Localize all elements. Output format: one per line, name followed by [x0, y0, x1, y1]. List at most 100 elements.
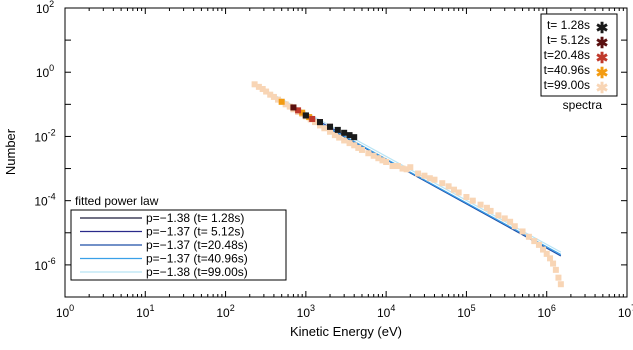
- data-point: [547, 255, 554, 262]
- x-tick-label: 101: [136, 303, 154, 320]
- spectra-legend: spectra t= 1.28s ✱ t= 5.12s ✱ t=20.48s ✱ t=40.…: [540, 13, 618, 112]
- data-point: [407, 164, 414, 171]
- data-point: [383, 159, 390, 166]
- data-point: [535, 241, 542, 248]
- data-point: [550, 260, 557, 267]
- spectra-legend-title: spectra: [563, 98, 603, 112]
- data-point: [351, 142, 358, 149]
- x-axis-label: Kinetic Energy (eV): [290, 324, 402, 339]
- x-tick-label: 103: [297, 303, 315, 320]
- data-point: [351, 134, 358, 141]
- data-point: [299, 109, 306, 116]
- fit-legend-label: p=−1.37 (t= 5.12s): [146, 225, 244, 239]
- data-point: [415, 170, 422, 177]
- data-point: [469, 197, 476, 204]
- data-point: [286, 103, 293, 110]
- data-point: [251, 81, 258, 88]
- data-point: [525, 233, 532, 240]
- data-point: [321, 125, 328, 132]
- data-point: [375, 155, 382, 162]
- data-point: [275, 96, 282, 103]
- data-point: [370, 152, 377, 159]
- data-point: [270, 93, 277, 100]
- data-point: [346, 140, 353, 147]
- data-point: [379, 157, 386, 164]
- fit-legend-label: p=−1.37 (t=40.96s): [146, 252, 248, 266]
- spectra-legend-label: t= 5.12s: [547, 33, 590, 47]
- star-marker-icon: ✱: [596, 20, 609, 37]
- data-point: [455, 189, 462, 196]
- data-point: [365, 150, 372, 157]
- data-point: [346, 132, 353, 139]
- data-point: [463, 194, 470, 201]
- data-point: [336, 134, 343, 141]
- fit-legend-label: p=−1.38 (t= 1.28s): [146, 211, 244, 225]
- y-tick-labels: 102 100 10-2 10-4 10-6: [34, 0, 55, 273]
- data-point: [316, 122, 323, 129]
- y-tick-label: 102: [36, 0, 54, 16]
- spectra-legend-label: t=20.48s: [544, 48, 590, 62]
- star-marker-icon: ✱: [596, 65, 609, 82]
- data-point: [439, 180, 446, 187]
- data-point: [278, 98, 285, 105]
- x-tick-label: 104: [377, 303, 395, 320]
- x-tick-label: 102: [216, 303, 234, 320]
- data-point: [483, 204, 490, 211]
- data-point: [331, 132, 338, 139]
- x-tick-label: 100: [56, 303, 74, 320]
- data-point: [255, 83, 262, 90]
- spectra-legend-label: t=99.00s: [544, 78, 590, 92]
- fit-legend-title: fitted power law: [75, 194, 159, 208]
- plot-frame: [64, 7, 628, 298]
- data-point: [426, 175, 433, 182]
- data-point: [341, 137, 348, 144]
- data-point: [389, 163, 396, 170]
- data-point: [267, 91, 274, 98]
- data-point: [263, 88, 270, 95]
- data-point: [306, 114, 313, 121]
- data-point: [543, 250, 550, 257]
- data-point: [501, 215, 508, 222]
- data-point: [450, 186, 457, 193]
- fit-legend: fitted power law p=−1.38 (t= 1.28s)p=−1.…: [70, 194, 287, 281]
- star-marker-icon: ✱: [596, 35, 609, 52]
- data-point: [295, 107, 302, 114]
- data-point: [341, 129, 348, 136]
- x-tick-label: 107: [618, 303, 633, 320]
- x-tick-label: 106: [538, 303, 556, 320]
- data-point: [540, 246, 547, 253]
- data-point: [531, 238, 538, 245]
- data-point: [431, 176, 438, 183]
- data-point: [394, 163, 401, 170]
- data-point: [511, 223, 518, 230]
- fit-legend-label: p=−1.38 (t=99.00s): [146, 265, 248, 279]
- x-tick-label: 105: [457, 303, 475, 320]
- data-point: [327, 123, 334, 130]
- data-point: [557, 281, 564, 288]
- data-point: [552, 266, 559, 273]
- data-point: [334, 126, 341, 133]
- y-tick-label: 100: [36, 63, 54, 80]
- data-point: [312, 119, 319, 126]
- data-point: [355, 144, 362, 151]
- data-point: [290, 104, 297, 111]
- fit-legend-label: p=−1.37 (t=20.48s): [146, 238, 248, 252]
- data-point: [487, 207, 494, 214]
- fit-line: [281, 101, 562, 256]
- data-point: [282, 101, 289, 108]
- axis-ticks: [64, 7, 628, 298]
- data-point: [316, 119, 323, 126]
- data-point: [507, 218, 514, 225]
- y-tick-label: 10-4: [34, 192, 55, 209]
- data-point: [445, 183, 452, 190]
- data-point: [403, 166, 410, 173]
- data-point: [495, 212, 502, 219]
- data-point: [309, 115, 316, 122]
- data-point: [358, 146, 365, 153]
- y-tick-label: 10-2: [34, 127, 55, 144]
- spectra-legend-label: t=40.96s: [544, 63, 590, 77]
- data-point: [519, 228, 526, 235]
- y-axis-label: Number: [3, 128, 18, 175]
- data-point: [259, 86, 266, 93]
